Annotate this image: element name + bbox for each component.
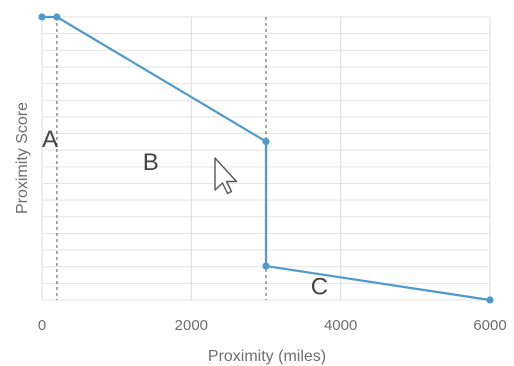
x-tick-label: 6000 [473, 317, 506, 334]
series-layer [38, 13, 494, 304]
region-label-a: A [42, 126, 58, 153]
mouse-cursor-icon [214, 157, 238, 195]
x-tick-label: 0 [38, 317, 46, 334]
reference-lines [56, 17, 267, 300]
x-tick-label: 4000 [324, 317, 357, 334]
region-annotations: A B C [42, 126, 328, 300]
data-point [53, 13, 61, 21]
data-point [486, 296, 494, 304]
y-axis-title: Proximity Score [14, 102, 31, 214]
x-axis-title: Proximity (miles) [208, 348, 326, 365]
region-label-c: C [311, 273, 328, 300]
data-point [262, 137, 270, 146]
data-point [38, 13, 46, 21]
x-tick-labels: 0 2000 4000 6000 [38, 317, 507, 334]
x-tick-label: 2000 [175, 317, 208, 334]
data-point [262, 262, 270, 270]
region-label-b: B [143, 149, 159, 176]
